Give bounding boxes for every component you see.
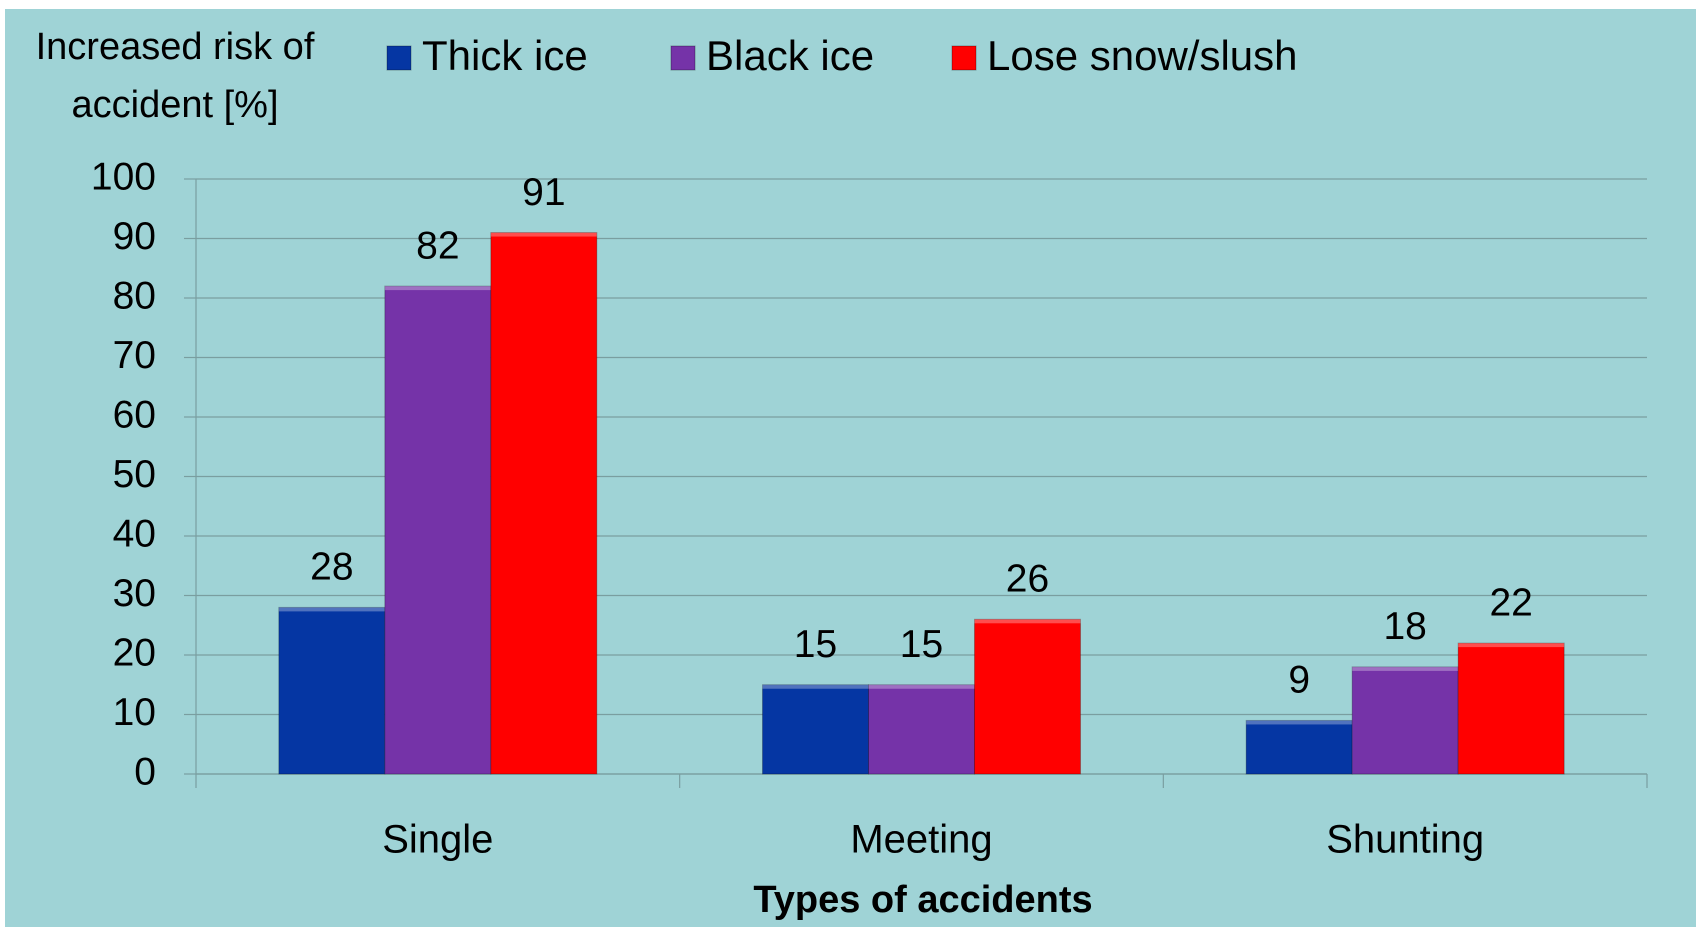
bar — [1457, 642, 1565, 775]
bar — [762, 684, 869, 775]
legend-label: Black ice — [706, 32, 874, 79]
bar — [490, 232, 598, 775]
data-label: 91 — [522, 171, 565, 214]
y-tick-label: 50 — [113, 453, 156, 496]
y-tick-label: 0 — [134, 750, 156, 793]
data-label: 9 — [1288, 659, 1310, 702]
y-tick-label: 40 — [113, 512, 156, 555]
bar-top — [1246, 720, 1353, 725]
legend-swatch — [386, 45, 412, 71]
y-tick-label: 60 — [113, 393, 156, 436]
bar-top — [762, 684, 869, 689]
bar — [868, 684, 975, 775]
bar — [1351, 666, 1459, 775]
data-label: 28 — [310, 546, 353, 589]
y-tick-label: 30 — [113, 572, 156, 615]
y-tick-label: 80 — [113, 274, 156, 317]
legend-label: Thick ice — [422, 32, 588, 79]
y-axis-title: Increased risk of accident [%] — [35, 26, 315, 126]
y-tick-label: 100 — [91, 155, 156, 198]
legend-swatch — [670, 45, 696, 71]
data-label: 82 — [416, 224, 459, 267]
bar-top — [278, 607, 385, 612]
data-label: 15 — [794, 623, 837, 666]
bar — [384, 285, 492, 775]
x-tick-label: Shunting — [1326, 818, 1484, 862]
y-tick-label: 10 — [113, 691, 156, 734]
x-tick-label: Meeting — [850, 818, 992, 862]
data-label: 18 — [1383, 605, 1426, 648]
bar-top — [974, 619, 1081, 624]
bar — [1245, 719, 1353, 775]
bar-top — [1352, 666, 1459, 671]
bar-top — [868, 684, 975, 689]
bar — [278, 606, 386, 775]
y-tick-label: 90 — [113, 215, 156, 258]
data-label: 15 — [900, 623, 943, 666]
x-axis-title: Types of accidents — [753, 879, 1092, 921]
legend-swatch — [951, 45, 977, 71]
data-label: 22 — [1489, 581, 1532, 624]
y-tick-label: 70 — [113, 334, 156, 377]
bar-top — [384, 286, 491, 291]
x-tick-label: Single — [382, 818, 493, 862]
bar-top — [490, 232, 597, 237]
legend-label: Lose snow/slush — [987, 32, 1298, 79]
y-tick-label: 20 — [113, 631, 156, 674]
bar — [974, 618, 1081, 775]
bar-top — [1458, 643, 1565, 648]
data-label: 26 — [1006, 558, 1049, 601]
background — [5, 9, 1696, 927]
